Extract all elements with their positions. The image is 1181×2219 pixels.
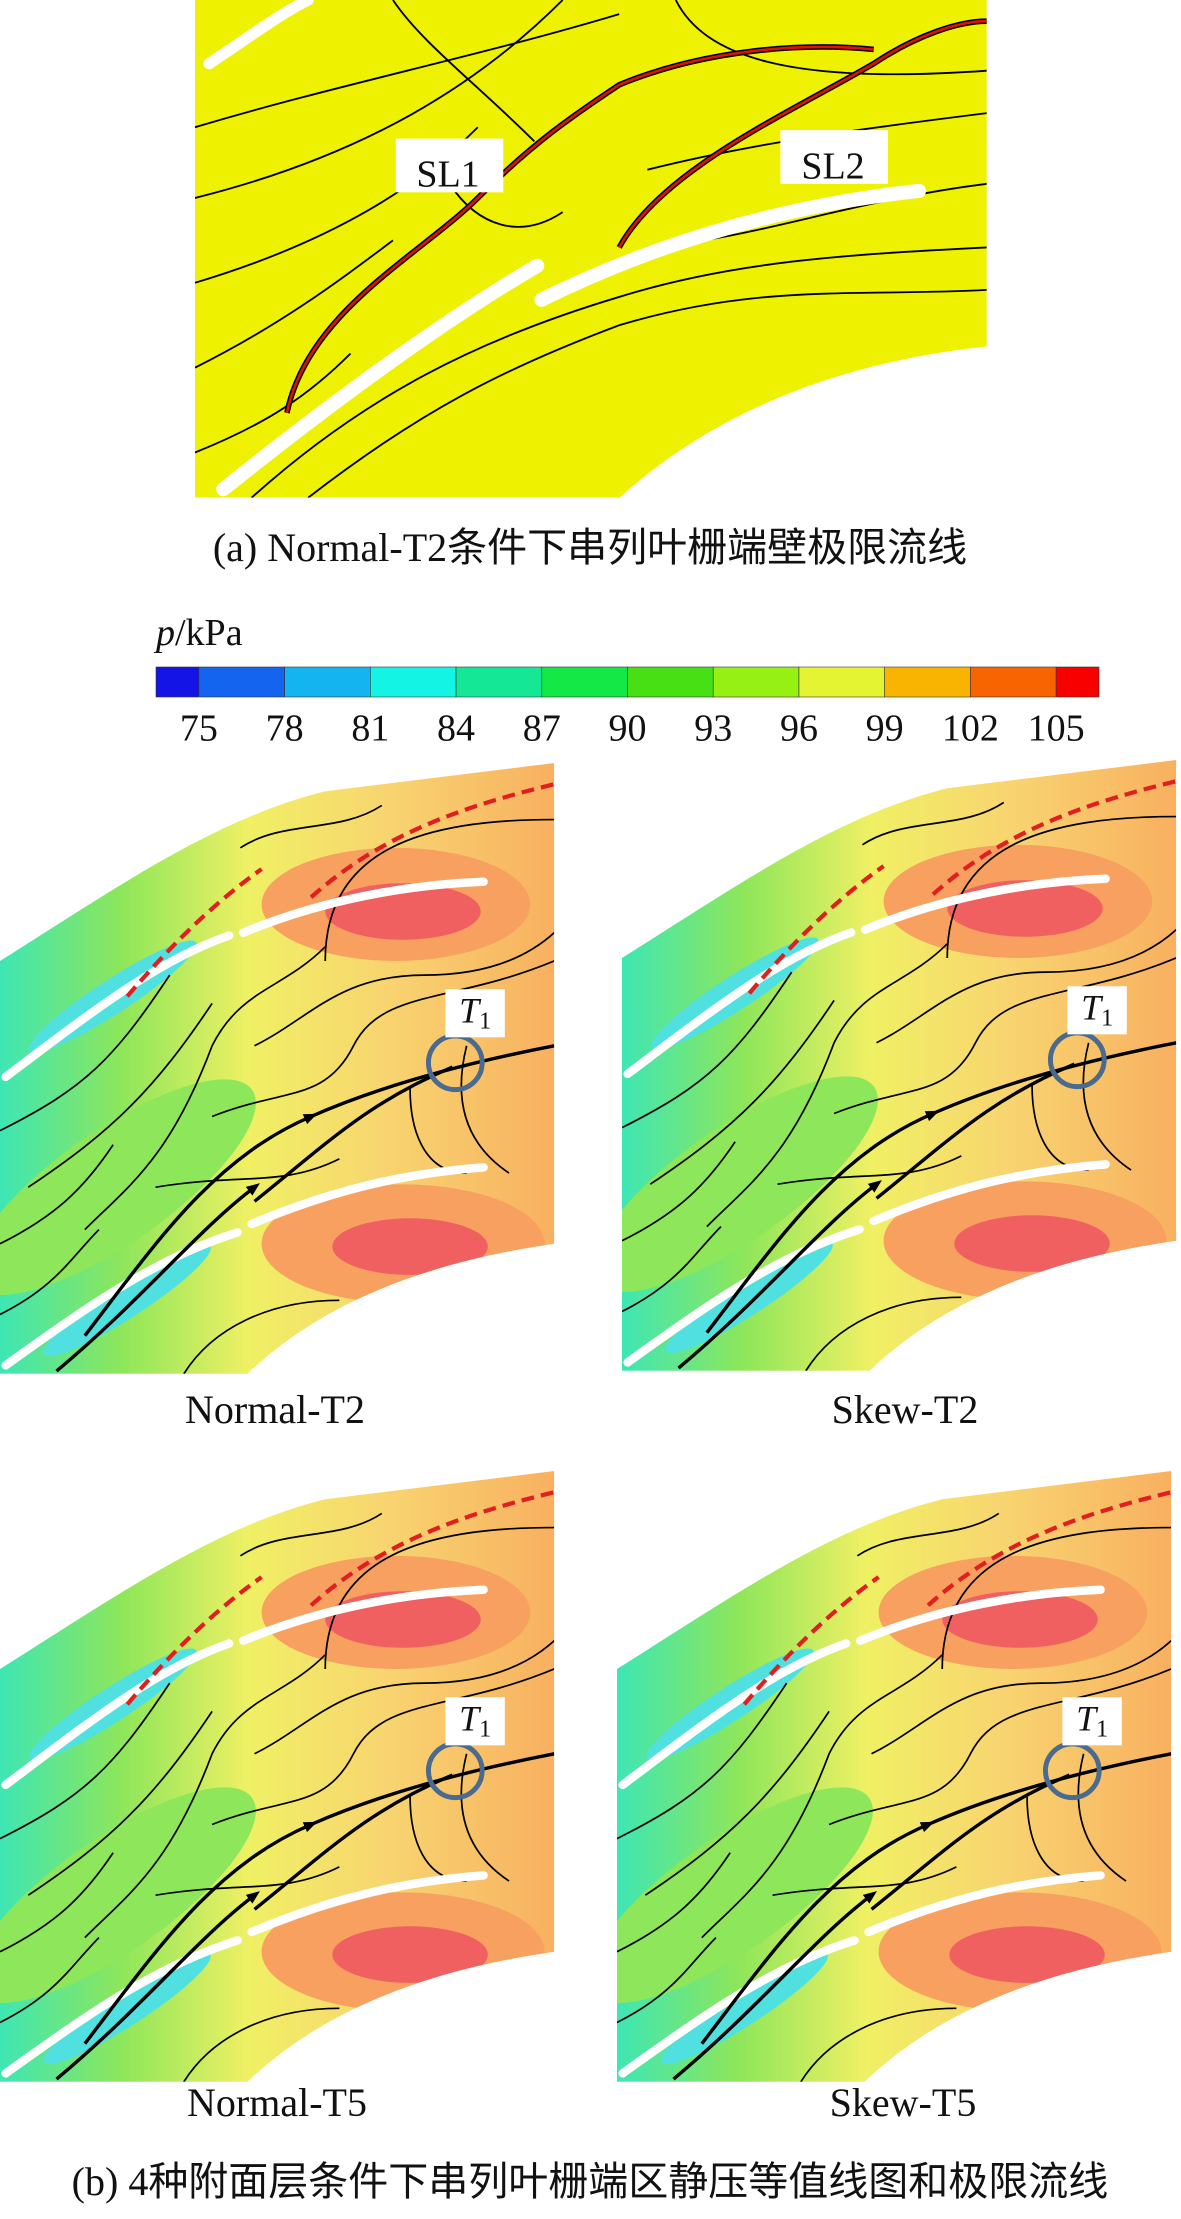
colorbar-segment: [370, 666, 457, 698]
colorbar-tick-label: 102: [942, 708, 999, 750]
contour-plot: [0, 1471, 554, 2082]
point-label-subscript: 1: [479, 1008, 491, 1034]
colorbar-segment: [284, 666, 371, 698]
point-label: T1: [1076, 1699, 1108, 1742]
contour-plot: [559, 1471, 1172, 2082]
colorbar-segment: [884, 666, 971, 698]
panel-caption: Skew-T5: [830, 2080, 977, 2125]
colorbar-tick-label: 81: [351, 708, 389, 750]
point-label-symbol: T: [1076, 1699, 1099, 1739]
colorbar-label-unit: /kPa: [175, 612, 243, 654]
point-label-symbol: T: [459, 991, 482, 1031]
colorbar-segment: [155, 666, 200, 698]
point-label: T1: [459, 1699, 491, 1742]
colorbar: 75 78 81 84 87 90 93 96 99 102 105: [155, 666, 1100, 750]
contour-plot: [0, 763, 554, 1374]
point-label-subscript: 1: [1101, 1005, 1113, 1031]
panel-caption: Normal-T5: [187, 2080, 367, 2125]
point-label: T1: [1081, 988, 1113, 1031]
colorbar-segment: [541, 666, 628, 698]
colorbar-label: p/kPa: [153, 612, 243, 654]
colorbar-tick-label: 90: [609, 708, 647, 750]
point-label: T1: [459, 991, 491, 1034]
colorbar-segment: [798, 666, 885, 698]
panel-caption: Skew-T2: [832, 1387, 979, 1432]
colorbar-tick-label: 87: [523, 708, 561, 750]
caption-a: (a) Normal-T2条件下串列叶栅端壁极限流线: [213, 525, 967, 570]
colorbar-tick-label: 96: [780, 708, 818, 750]
colorbar-label-symbol: p: [153, 612, 175, 654]
point-label-symbol: T: [459, 1699, 482, 1739]
colorbar-segment: [627, 666, 714, 698]
point-label-symbol: T: [1081, 988, 1104, 1028]
colorbar-tick-label: 105: [1028, 708, 1085, 750]
colorbar-tick-label: 84: [437, 708, 475, 750]
colorbar-tick-label: 93: [694, 708, 732, 750]
caption-b: (b) 4种附面层条件下串列叶栅端区静压等值线图和极限流线: [72, 2159, 1109, 2204]
colorbar-segment: [455, 666, 543, 698]
streamline-label: SL1: [416, 154, 479, 196]
colorbar-segment: [198, 666, 285, 698]
panel-caption: Normal-T2: [185, 1387, 365, 1432]
contour-plot: [564, 760, 1177, 1371]
colorbar-tick-label: 75: [180, 708, 218, 750]
colorbar-segment: [712, 666, 800, 698]
point-label-subscript: 1: [479, 1716, 491, 1742]
point-label-subscript: 1: [1096, 1716, 1108, 1742]
streamline-label: SL2: [801, 146, 864, 188]
panel-a-image: [195, 0, 987, 498]
colorbar-tick-label: 99: [866, 708, 904, 750]
colorbar-segment: [1055, 666, 1100, 698]
colorbar-segment: [970, 666, 1057, 698]
colorbar-tick-label: 78: [266, 708, 304, 750]
